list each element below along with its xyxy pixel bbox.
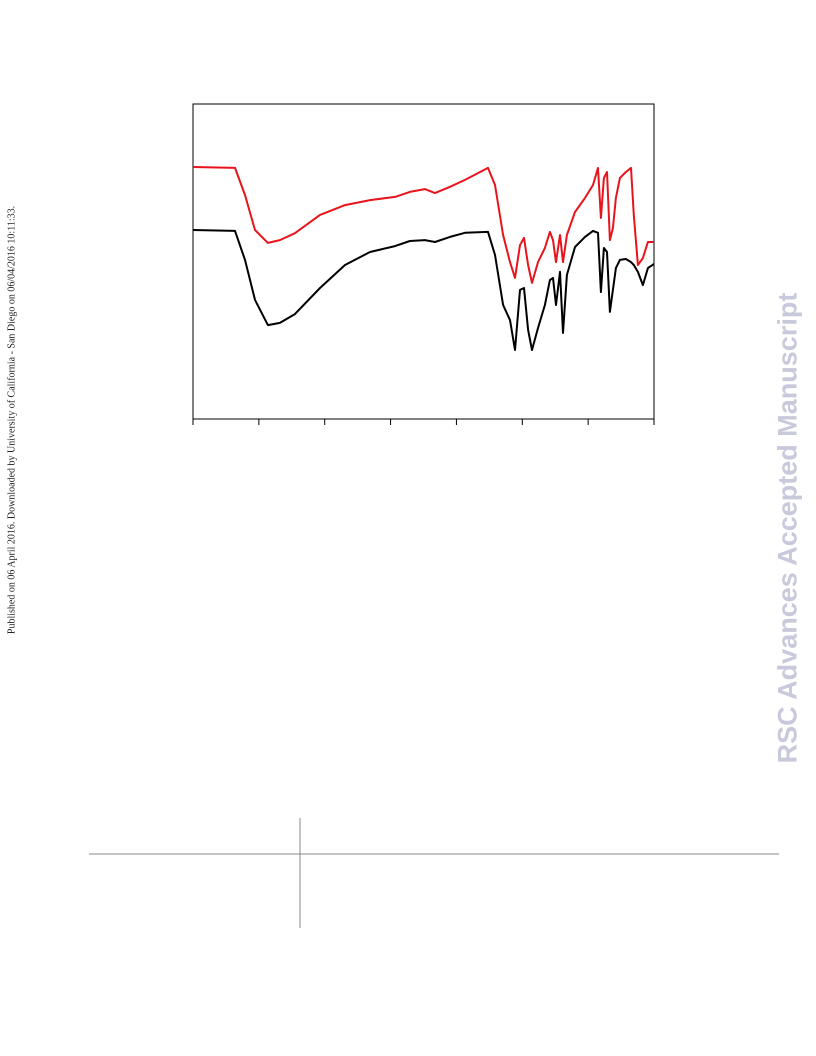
plot-frame bbox=[192, 103, 655, 420]
spectrum-line bbox=[192, 166, 654, 284]
spectrum-line bbox=[192, 229, 655, 351]
